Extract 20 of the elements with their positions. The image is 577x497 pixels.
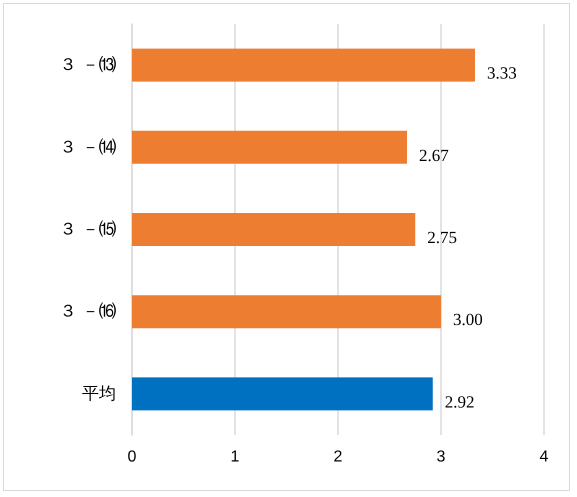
bar xyxy=(132,295,441,328)
data-label: 2.67 xyxy=(419,146,450,165)
data-label: 3.00 xyxy=(453,310,483,330)
y-tick-label: ３ －⒃ xyxy=(60,302,116,322)
data-label: 2.92 xyxy=(444,392,475,412)
x-tick-label: 3 xyxy=(436,448,446,466)
x-tick-label: 0 xyxy=(128,448,137,466)
y-tick-label: ３ －⒀ xyxy=(60,55,116,76)
x-tick-label: 4 xyxy=(540,448,549,466)
y-tick-label: ３ －⒂ xyxy=(60,220,116,240)
data-label: 3.33 xyxy=(486,64,517,83)
x-tick-label: 2 xyxy=(334,448,343,466)
bar xyxy=(132,48,475,82)
bar xyxy=(132,130,408,164)
x-tick-label: 1 xyxy=(230,448,240,466)
data-label: 2.75 xyxy=(427,228,457,247)
y-tick-label: 平均 xyxy=(82,384,116,404)
bar xyxy=(132,377,433,410)
bar xyxy=(132,213,416,246)
y-tick-label: ３ －⒁ xyxy=(60,137,116,158)
